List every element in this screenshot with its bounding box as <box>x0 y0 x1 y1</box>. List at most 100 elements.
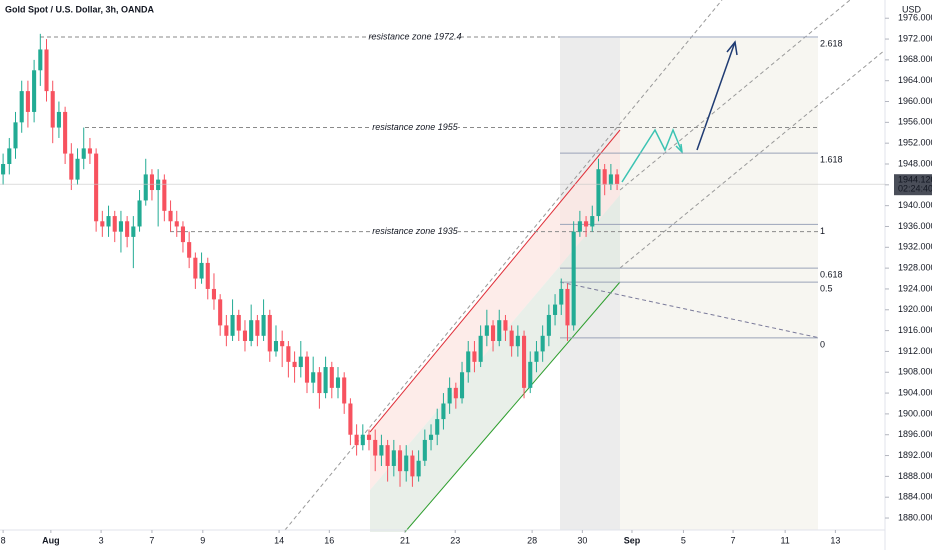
x-tick-label: 5 <box>681 535 686 545</box>
candle-body <box>230 314 235 336</box>
candle-body <box>602 169 607 185</box>
candle-body <box>106 216 111 227</box>
y-tick-label: 1880.000 <box>898 512 932 522</box>
candle-body <box>484 325 489 336</box>
candle-body <box>63 111 68 154</box>
candle-body <box>273 341 279 352</box>
candle-body <box>553 304 558 315</box>
y-tick-label: 1968.000 <box>898 54 932 64</box>
fib-label: 0 <box>820 339 825 349</box>
candle-body <box>211 288 217 300</box>
fib-label: 0.5 <box>820 284 833 294</box>
candle-body <box>373 439 378 456</box>
x-tick-label: 23 <box>450 535 460 545</box>
candle-body <box>56 111 61 128</box>
candle-body <box>441 403 446 420</box>
candle-body <box>19 91 24 123</box>
candle-body <box>112 216 117 232</box>
x-tick-label: 30 <box>577 535 587 545</box>
candle-body <box>565 288 570 326</box>
candle-body <box>7 148 12 164</box>
channel-lower-fill <box>370 195 620 532</box>
last-price-label: 1944.120 <box>898 175 932 185</box>
candle-body <box>404 455 409 472</box>
projection-arrow <box>696 41 736 151</box>
x-tick-label: 21 <box>400 535 410 545</box>
channel-bottom <box>404 281 621 533</box>
candle-body <box>416 460 421 477</box>
candle-body <box>354 434 359 446</box>
candle-body <box>366 434 372 440</box>
candle-body <box>298 356 303 368</box>
candle-body <box>199 262 204 279</box>
candle-body <box>472 351 477 362</box>
candle-body <box>118 221 123 232</box>
candle-body <box>255 320 260 336</box>
last-price-box <box>894 174 932 196</box>
y-tick-label: 1928.000 <box>898 262 932 272</box>
candle-body <box>280 341 285 347</box>
candle-body <box>205 262 210 289</box>
y-tick-label: 1948.000 <box>898 158 932 168</box>
y-tick-label: 1908.000 <box>898 367 932 377</box>
candle-body <box>236 314 241 331</box>
y-tick-label: 1932.000 <box>898 242 932 252</box>
y-tick-label: 1952.000 <box>898 138 932 148</box>
channel-upper-fill <box>370 130 620 490</box>
x-tick-label: 11 <box>780 535 789 545</box>
y-tick-label: 1976.000 <box>898 13 932 23</box>
candle-body <box>528 361 533 388</box>
candle-body <box>125 221 130 237</box>
candle-body <box>193 257 198 279</box>
annotation-label: resistance zone 1955 <box>372 122 459 132</box>
candle-body <box>329 367 334 388</box>
candle-body <box>453 387 458 399</box>
y-tick-label: 1924.000 <box>898 283 932 293</box>
candle-body <box>385 445 390 466</box>
candle-body <box>174 221 179 227</box>
candle-body <box>311 372 316 383</box>
candle-body <box>503 320 508 331</box>
dashed-trend <box>559 281 821 339</box>
candle-body <box>180 226 186 243</box>
projection-zigzag <box>621 128 683 183</box>
annotation-bg <box>372 225 458 237</box>
candle-body <box>342 377 347 404</box>
dashed-parallel <box>619 49 886 269</box>
candle-body <box>546 314 551 336</box>
y-tick-label: 1964.000 <box>898 75 932 85</box>
candle-body <box>422 439 427 461</box>
candle-body <box>44 49 49 92</box>
candle-body <box>187 242 192 258</box>
candle-body <box>131 226 136 237</box>
candle-body <box>559 288 564 305</box>
candle-body <box>50 91 55 128</box>
candle-body <box>224 325 229 336</box>
y-tick-label: 1940.000 <box>898 200 932 210</box>
candle-body <box>515 335 520 347</box>
chart-title: Gold Spot / U.S. Dollar, 3h, OANDA <box>5 4 155 14</box>
candle-body <box>360 434 365 446</box>
candle-body <box>267 314 272 352</box>
candle-body <box>168 210 173 222</box>
candle-body <box>261 314 266 336</box>
candle-body <box>335 377 341 388</box>
fib-label: 1 <box>820 226 825 236</box>
candle-body <box>571 231 576 326</box>
candle-body <box>428 434 434 440</box>
candle-body <box>509 330 514 347</box>
candle-body <box>149 174 154 191</box>
x-tick-label: 9 <box>200 535 205 545</box>
candle-body <box>162 179 167 211</box>
candle-body <box>435 419 440 435</box>
candle-body <box>584 221 589 227</box>
candle-body <box>69 153 74 180</box>
x-tick-label: Sep <box>624 535 641 545</box>
y-tick-label: 1920.000 <box>898 304 932 314</box>
x-tick-label: 7 <box>731 535 736 545</box>
y-tick-label: 1956.000 <box>898 117 932 127</box>
y-tick-label: 1972.000 <box>898 33 932 43</box>
channel-top <box>369 129 621 433</box>
candle-body <box>534 351 539 362</box>
candle-body <box>379 445 384 456</box>
